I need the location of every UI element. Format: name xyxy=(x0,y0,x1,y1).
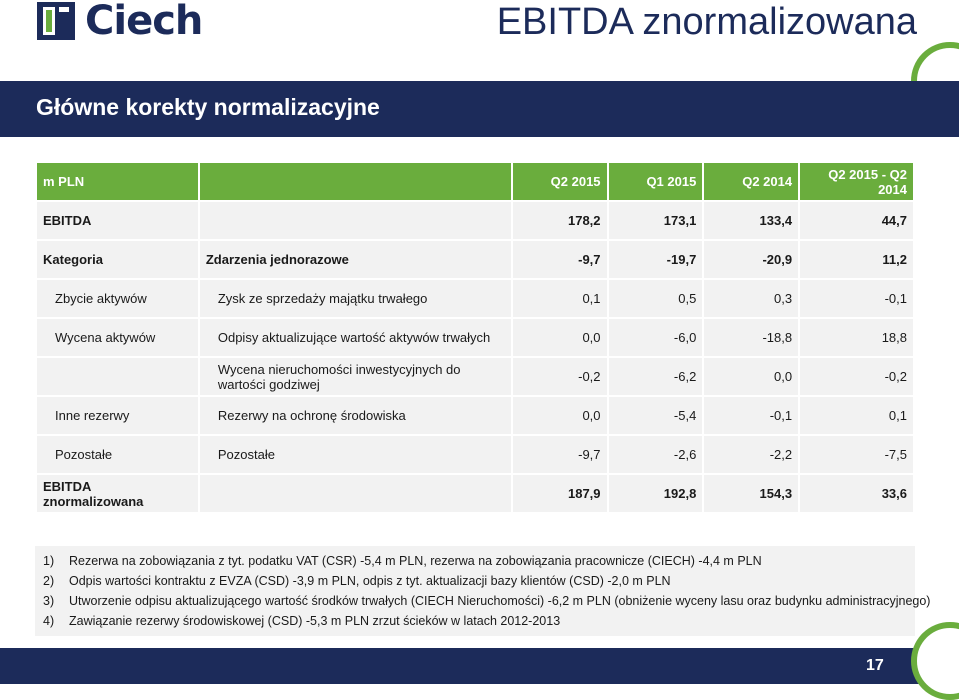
row-description: Wycena nieruchomości inwestycyjnych do w… xyxy=(199,358,511,395)
value-cell: -0,1 xyxy=(704,397,799,434)
value-cell: 192,8 xyxy=(608,475,703,512)
value-cell: 133,4 xyxy=(704,202,799,239)
value-cell: -0,2 xyxy=(512,358,607,395)
row-label xyxy=(37,358,198,395)
footnote: 2) Odpis wartości kontraktu z EVZA (CSD) … xyxy=(43,574,671,588)
footnote-text: Odpis wartości kontraktu z EVZA (CSD) -3… xyxy=(69,574,671,588)
row-label: EBITDA znormalizowana xyxy=(37,475,198,512)
table-header-row: m PLN Q2 2015 Q1 2015 Q2 2014 Q2 2015 - … xyxy=(37,163,913,200)
table-row: Inne rezerwy Rezerwy na ochronę środowis… xyxy=(37,397,913,434)
footer-bar: 17 xyxy=(0,648,959,684)
footnote-text: Zawiązanie rezerwy środowiskowej (CSD) -… xyxy=(69,614,561,628)
footnote-number: 2) xyxy=(43,574,55,588)
header-cell: Q1 2015 xyxy=(608,163,703,200)
table-row: Wycena nieruchomości inwestycyjnych do w… xyxy=(37,358,913,395)
value-cell: 33,6 xyxy=(800,475,913,512)
row-description xyxy=(199,202,511,239)
value-cell: 0,0 xyxy=(512,319,607,356)
footnote-text: Rezerwa na zobowiązania z tyt. podatku V… xyxy=(69,554,762,568)
value-cell: 0,5 xyxy=(608,280,703,317)
value-cell: -0,2 xyxy=(800,358,913,395)
footnote: 3) Utworzenie odpisu aktualizującego wart… xyxy=(43,594,930,608)
value-cell: -18,8 xyxy=(704,319,799,356)
value-cell: -6,0 xyxy=(608,319,703,356)
footnote-number: 1) xyxy=(43,554,55,568)
table-row: EBITDA 178,2 173,1 133,4 44,7 xyxy=(37,202,913,239)
header-cell: Q2 2014 xyxy=(704,163,799,200)
ciech-logo: Ciech xyxy=(37,0,203,44)
footnotes: 1) Rezerwa na zobowiązania z tyt. podatku… xyxy=(35,546,930,636)
value-cell: 44,7 xyxy=(800,202,913,239)
header-cell: m PLN xyxy=(37,163,198,200)
footnote-text: Utworzenie odpisu aktualizującego wartoś… xyxy=(69,594,931,608)
value-cell: 0,0 xyxy=(704,358,799,395)
value-cell: -9,7 xyxy=(512,436,607,473)
row-description: Pozostałe xyxy=(199,436,511,473)
footnote-number: 4) xyxy=(43,614,55,628)
logo-text: Ciech xyxy=(85,0,203,44)
value-cell: -20,9 xyxy=(704,241,799,278)
value-cell: 178,2 xyxy=(512,202,607,239)
page-title: EBITDA znormalizowana xyxy=(496,1,917,43)
table-row: Wycena aktywów Odpisy aktualizujące wart… xyxy=(37,319,913,356)
row-label: Inne rezerwy xyxy=(37,397,198,434)
row-label: Pozostałe xyxy=(37,436,198,473)
table-row: EBITDA znormalizowana 187,9 192,8 154,3 … xyxy=(37,475,913,512)
value-cell: 187,9 xyxy=(512,475,607,512)
value-cell: -9,7 xyxy=(512,241,607,278)
row-description xyxy=(199,475,511,512)
value-cell: -2,6 xyxy=(608,436,703,473)
table-row: Kategoria Zdarzenia jednorazowe -9,7 -19… xyxy=(37,241,913,278)
value-cell: 173,1 xyxy=(608,202,703,239)
value-cell: -5,4 xyxy=(608,397,703,434)
value-cell: -7,5 xyxy=(800,436,913,473)
header-cell: Q2 2015 xyxy=(512,163,607,200)
footnote: 4) Zawiązanie rezerwy środowiskowej (CSD)… xyxy=(43,614,560,628)
section-bar: Główne korekty normalizacyjne xyxy=(0,81,959,137)
header-cell: Q2 2015 - Q2 2014 xyxy=(800,163,913,200)
row-label: Wycena aktywów xyxy=(37,319,198,356)
ciech-logo-icon xyxy=(37,2,75,40)
value-cell: 0,3 xyxy=(704,280,799,317)
row-description: Odpisy aktualizujące wartość aktywów trw… xyxy=(199,319,511,356)
footnote: 1) Rezerwa na zobowiązania z tyt. podatku… xyxy=(43,554,762,568)
table-row: Zbycie aktywów Zysk ze sprzedaży majątku… xyxy=(37,280,913,317)
value-cell: -2,2 xyxy=(704,436,799,473)
row-label: Zbycie aktywów xyxy=(37,280,198,317)
value-cell: 11,2 xyxy=(800,241,913,278)
row-description: Zdarzenia jednorazowe xyxy=(199,241,511,278)
row-description: Zysk ze sprzedaży majątku trwałego xyxy=(199,280,511,317)
footnote-number: 3) xyxy=(43,594,55,608)
table-row: Pozostałe Pozostałe -9,7 -2,6 -2,2 -7,5 xyxy=(37,436,913,473)
section-title: Główne korekty normalizacyjne xyxy=(36,94,380,120)
value-cell: -0,1 xyxy=(800,280,913,317)
page-number: 17 xyxy=(866,657,884,674)
value-cell: -6,2 xyxy=(608,358,703,395)
value-cell: 154,3 xyxy=(704,475,799,512)
row-description: Rezerwy na ochronę środowiska xyxy=(199,397,511,434)
value-cell: -19,7 xyxy=(608,241,703,278)
value-cell: 0,1 xyxy=(512,280,607,317)
decorative-circle-bottom xyxy=(911,622,959,700)
row-label: EBITDA xyxy=(37,202,198,239)
value-cell: 0,0 xyxy=(512,397,607,434)
normalization-table: m PLN Q2 2015 Q1 2015 Q2 2014 Q2 2015 - … xyxy=(35,161,915,514)
header-cell xyxy=(199,163,511,200)
row-label: Kategoria xyxy=(37,241,198,278)
value-cell: 0,1 xyxy=(800,397,913,434)
value-cell: 18,8 xyxy=(800,319,913,356)
